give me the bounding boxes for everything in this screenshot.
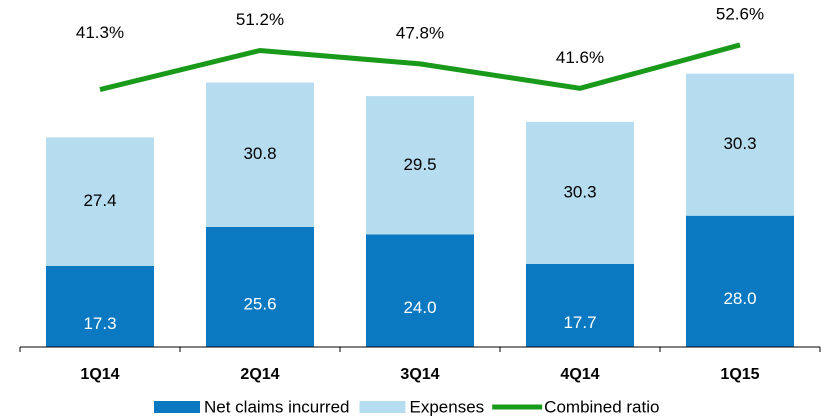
bar-segment [206,82,314,227]
bar-segment [526,121,634,265]
bar-label: 29.5 [403,155,436,174]
bar-segment [206,226,314,347]
line-label: 47.8% [396,23,444,42]
bar-label: 17.7 [563,313,596,332]
legend-label: Expenses [410,397,485,416]
bar-label: 28.0 [723,289,756,308]
x-tick-label: 3Q14 [400,366,439,383]
line-label: 52.6% [716,4,764,23]
bar-segment [46,265,154,347]
line-series [99,42,741,92]
bar-label: 24.0 [403,298,436,317]
line-label: 51.2% [236,10,284,29]
bar-segment [686,215,794,347]
x-tick-label: 1Q14 [80,366,119,383]
legend-swatch [359,401,406,413]
bar-label: 30.3 [723,134,756,153]
x-tick-label: 2Q14 [240,366,279,383]
legend-label: Combined ratio [544,397,659,416]
legend-swatch [154,401,200,413]
bar-segment [46,137,154,266]
legend-label: Net claims incurred [204,397,350,416]
bar-label: 30.8 [243,144,276,163]
bar-label: 17.3 [83,314,116,333]
bar-segment [526,264,634,347]
bar-label: 30.3 [563,182,596,201]
line-label: 41.3% [76,23,124,42]
line-label: 41.6% [556,48,604,67]
bar-segment [686,73,794,216]
bar-segment [366,234,474,347]
x-tick-label: 4Q14 [560,366,599,383]
bar-label: 27.4 [83,191,116,210]
bar-label: 25.6 [243,294,276,313]
x-tick-label: 1Q15 [720,366,759,383]
bar-segment [366,96,474,235]
